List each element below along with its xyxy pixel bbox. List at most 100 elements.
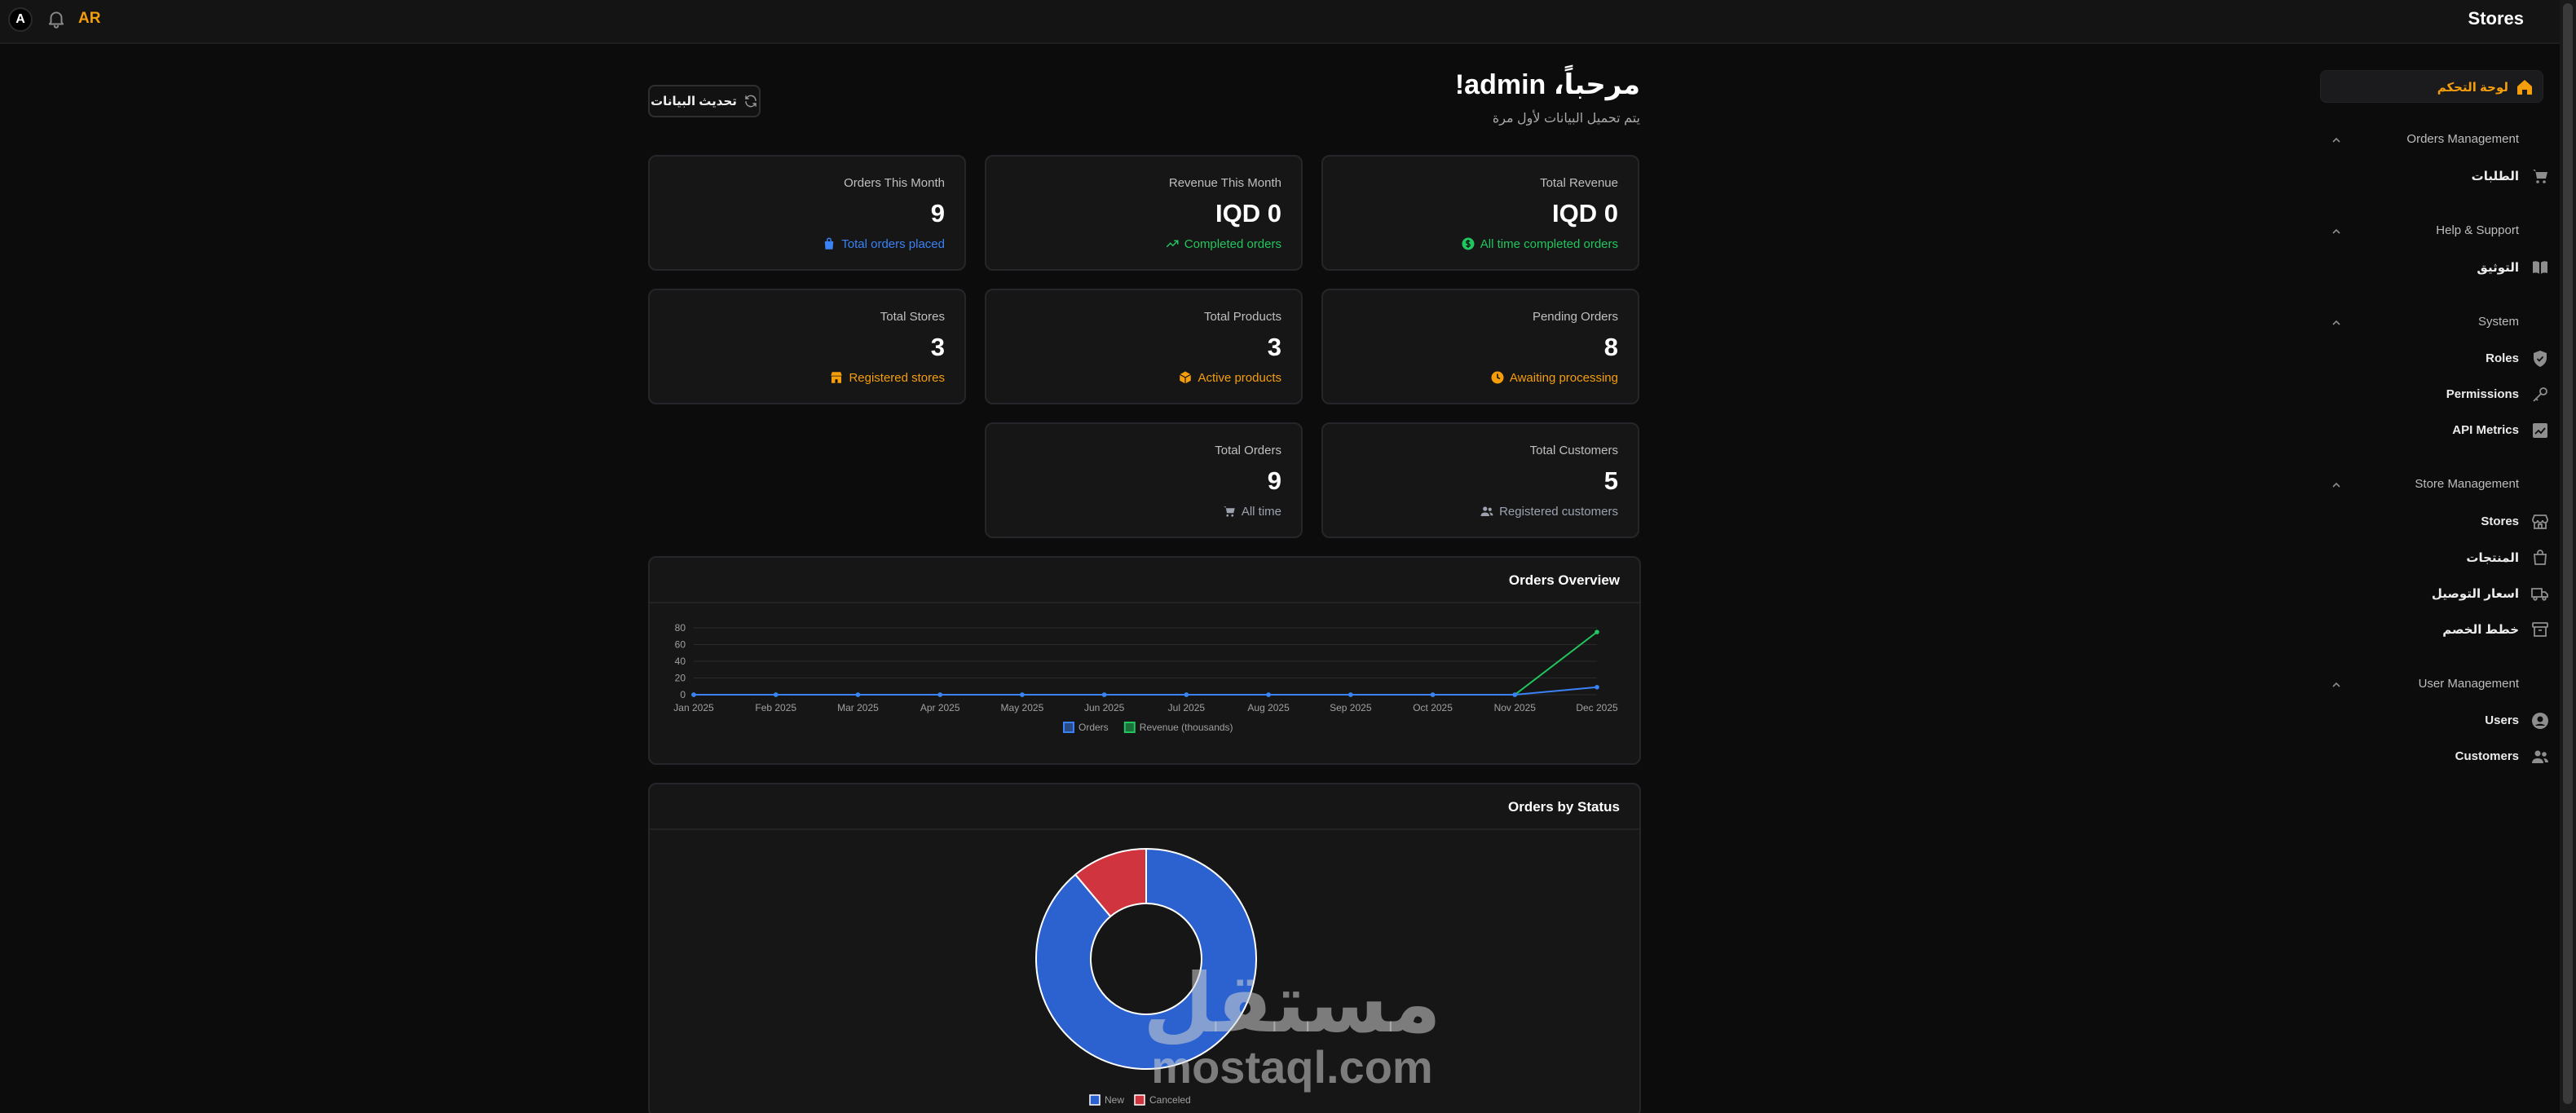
sidebar-section-user-management: User Management [2418, 677, 2519, 691]
sidebar-item-permissions[interactable]: Permissions [2446, 387, 2519, 401]
data-point [691, 692, 696, 697]
y-tick-label: 20 [675, 673, 686, 684]
sidebar-section-store-management: Store Management [2415, 477, 2519, 491]
box-icon [1180, 371, 1192, 384]
cart-icon [2533, 170, 2547, 183]
card-subtitle: Registered stores [829, 370, 945, 385]
panel-title: Orders by Status [1508, 799, 1620, 815]
x-tick-label: Sep 2025 [1330, 702, 1372, 713]
bag-icon [2534, 550, 2547, 565]
card-subtitle-text: All time completed orders [1480, 236, 1618, 251]
truck-icon [2531, 588, 2548, 601]
archive-icon [2532, 622, 2548, 637]
stat-card-orders-this-month: Orders This Month 9 Total orders placed [648, 155, 966, 271]
card-value: 3 [1267, 333, 1281, 361]
stat-card-total-stores: Total Stores 3 Registered stores [648, 289, 966, 404]
orders-overview-panel: Orders Overview 0 20 40 60 80 Jan 2025 Feb 202… [648, 556, 1641, 765]
card-value: 9 [1267, 466, 1281, 495]
card-title: Total Orders [1215, 444, 1281, 457]
data-point [1595, 684, 1599, 690]
chevron-up-icon[interactable] [2330, 134, 2343, 147]
data-point [937, 692, 942, 697]
sidebar-item-documentation[interactable]: التوثيق [2477, 261, 2519, 275]
users-icon [2532, 750, 2548, 763]
key-icon [2533, 387, 2547, 402]
data-point [773, 692, 779, 697]
x-tick-label: Nov 2025 [1494, 702, 1537, 713]
legend-swatch [1089, 1094, 1101, 1106]
sidebar-item-api-metrics[interactable]: API Metrics [2452, 423, 2519, 437]
card-subtitle: Completed orders [1165, 236, 1281, 251]
top-bar: A AR Stores [0, 0, 2560, 44]
data-point [1595, 629, 1599, 634]
panel-header: Orders Overview [650, 558, 1639, 603]
orders-overview-chart: 0 20 40 60 80 Jan 2025 Feb 2025 Mar 2025 Apr 202… [673, 622, 1618, 733]
sidebar-item-users[interactable]: Users [2485, 713, 2519, 727]
store-icon [2532, 515, 2548, 529]
stat-card-revenue-this-month: Revenue This Month IQD 0 Completed order… [985, 155, 1303, 271]
orders-by-status-chart: New Canceled [1035, 847, 1257, 1106]
users-icon [1480, 506, 1493, 516]
data-point [1020, 692, 1025, 697]
bag-icon [825, 237, 834, 250]
series-line [694, 686, 1598, 696]
x-tick-label: May 2025 [1001, 702, 1044, 713]
panel-title: Orders Overview [1508, 572, 1620, 588]
sidebar-item-discount-plans[interactable]: خطط الخصم [2442, 623, 2519, 637]
x-tick-label: Dec 2025 [1576, 702, 1618, 713]
page-title: مرحباً، admin! [1454, 69, 1640, 100]
refresh-data-button[interactable]: تحديث البيانات [648, 85, 761, 117]
chart-icon [2533, 423, 2547, 438]
sidebar-item-stores[interactable]: Stores [2481, 515, 2519, 528]
stat-card-total-revenue: Total Revenue IQD 0 All time completed o… [1321, 155, 1639, 271]
card-subtitle-text: Awaiting processing [1509, 370, 1618, 385]
card-value: 3 [930, 333, 945, 361]
card-value: 8 [1603, 333, 1618, 361]
bell-icon[interactable] [46, 8, 67, 29]
x-tick-label: Aug 2025 [1247, 702, 1290, 713]
data-point [1348, 692, 1353, 697]
stat-card-pending-orders: Pending Orders 8 Awaiting processing [1321, 289, 1639, 404]
sidebar: لوحة التحكم Orders Management الطلبات He… [2307, 44, 2560, 1113]
card-title: Total Stores [880, 310, 945, 324]
card-subtitle: Active products [1178, 370, 1281, 385]
card-title: Orders This Month [844, 176, 945, 190]
scrollbar-thumb[interactable] [2563, 3, 2573, 1104]
x-tick-label: Jan 2025 [673, 702, 714, 713]
user-icon [2532, 713, 2548, 729]
series-line [694, 631, 1598, 696]
data-point [1512, 692, 1518, 697]
sidebar-item-delivery-prices[interactable]: اسعار التوصيل [2431, 587, 2519, 601]
card-subtitle-text: Total orders placed [841, 236, 945, 251]
card-title: Pending Orders [1532, 310, 1618, 324]
sidebar-item-customers[interactable]: Customers [2455, 749, 2519, 763]
refresh-icon [745, 95, 756, 108]
x-tick-label: Oct 2025 [1413, 702, 1453, 713]
x-tick-label: Jul 2025 [1168, 702, 1206, 713]
chevron-up-icon[interactable] [2330, 225, 2343, 238]
sidebar-item-products[interactable]: المنتجات [2466, 551, 2519, 565]
stat-card-total-orders: Total Orders 9 All time [985, 422, 1303, 538]
sidebar-item-dashboard[interactable]: لوحة التحكم [2320, 70, 2543, 103]
data-point [1430, 692, 1436, 697]
sidebar-item-orders[interactable]: الطلبات [2471, 170, 2519, 183]
sidebar-section-orders-management: Orders Management [2406, 132, 2519, 146]
sidebar-item-roles[interactable]: Roles [2486, 351, 2519, 365]
avatar[interactable]: A [8, 7, 33, 32]
data-point [1101, 692, 1107, 697]
dollar-icon [1462, 237, 1475, 250]
shield-icon [2534, 351, 2547, 367]
chevron-up-icon[interactable] [2330, 316, 2343, 329]
orders-by-status-panel: Orders by Status New Canceled [648, 783, 1641, 1113]
pie-slice [1035, 847, 1257, 1070]
chevron-up-icon[interactable] [2330, 479, 2343, 492]
trend-up-icon [1166, 240, 1179, 248]
chevron-up-icon[interactable] [2330, 678, 2343, 691]
card-value: IQD 0 [1215, 199, 1281, 227]
stat-card-total-products: Total Products 3 Active products [985, 289, 1303, 404]
data-point [1266, 692, 1271, 697]
language-toggle[interactable]: AR [78, 10, 101, 27]
scrollbar[interactable] [2560, 0, 2576, 1113]
book-icon [2533, 261, 2547, 274]
panel-header: Orders by Status [650, 784, 1639, 830]
